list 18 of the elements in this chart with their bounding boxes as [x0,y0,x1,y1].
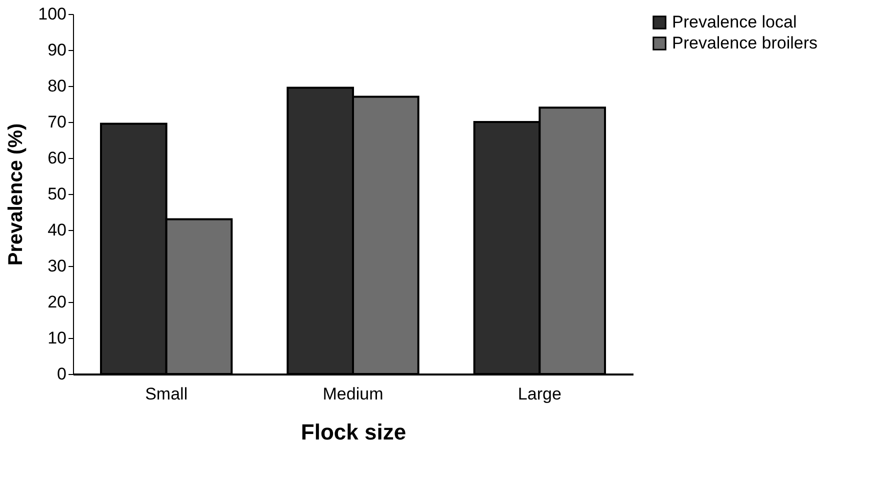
x-axis-title: Flock size [300,420,406,444]
x-tick-label: Large [518,384,562,404]
y-tick-label: 20 [48,292,66,312]
y-tick-label: 70 [48,112,66,132]
y-tick-label: 80 [48,76,66,96]
y-tick-label: 40 [48,220,66,240]
y-tick-label: 90 [48,40,66,60]
x-tick-label: Medium [322,384,384,404]
y-tick-label: 100 [38,4,66,24]
y-tick-label: 0 [57,364,66,384]
legend-label: Prevalence broilers [672,34,818,52]
y-tick-label: 60 [48,148,66,168]
x-tick-label: Small [145,384,188,404]
y-tick-label: 10 [48,328,66,348]
y-tick-label: 50 [48,184,66,204]
legend-label: Prevalence local [672,12,797,32]
y-tick-label: 30 [48,256,66,276]
y-axis-title: Prevalence (%) [5,123,28,266]
